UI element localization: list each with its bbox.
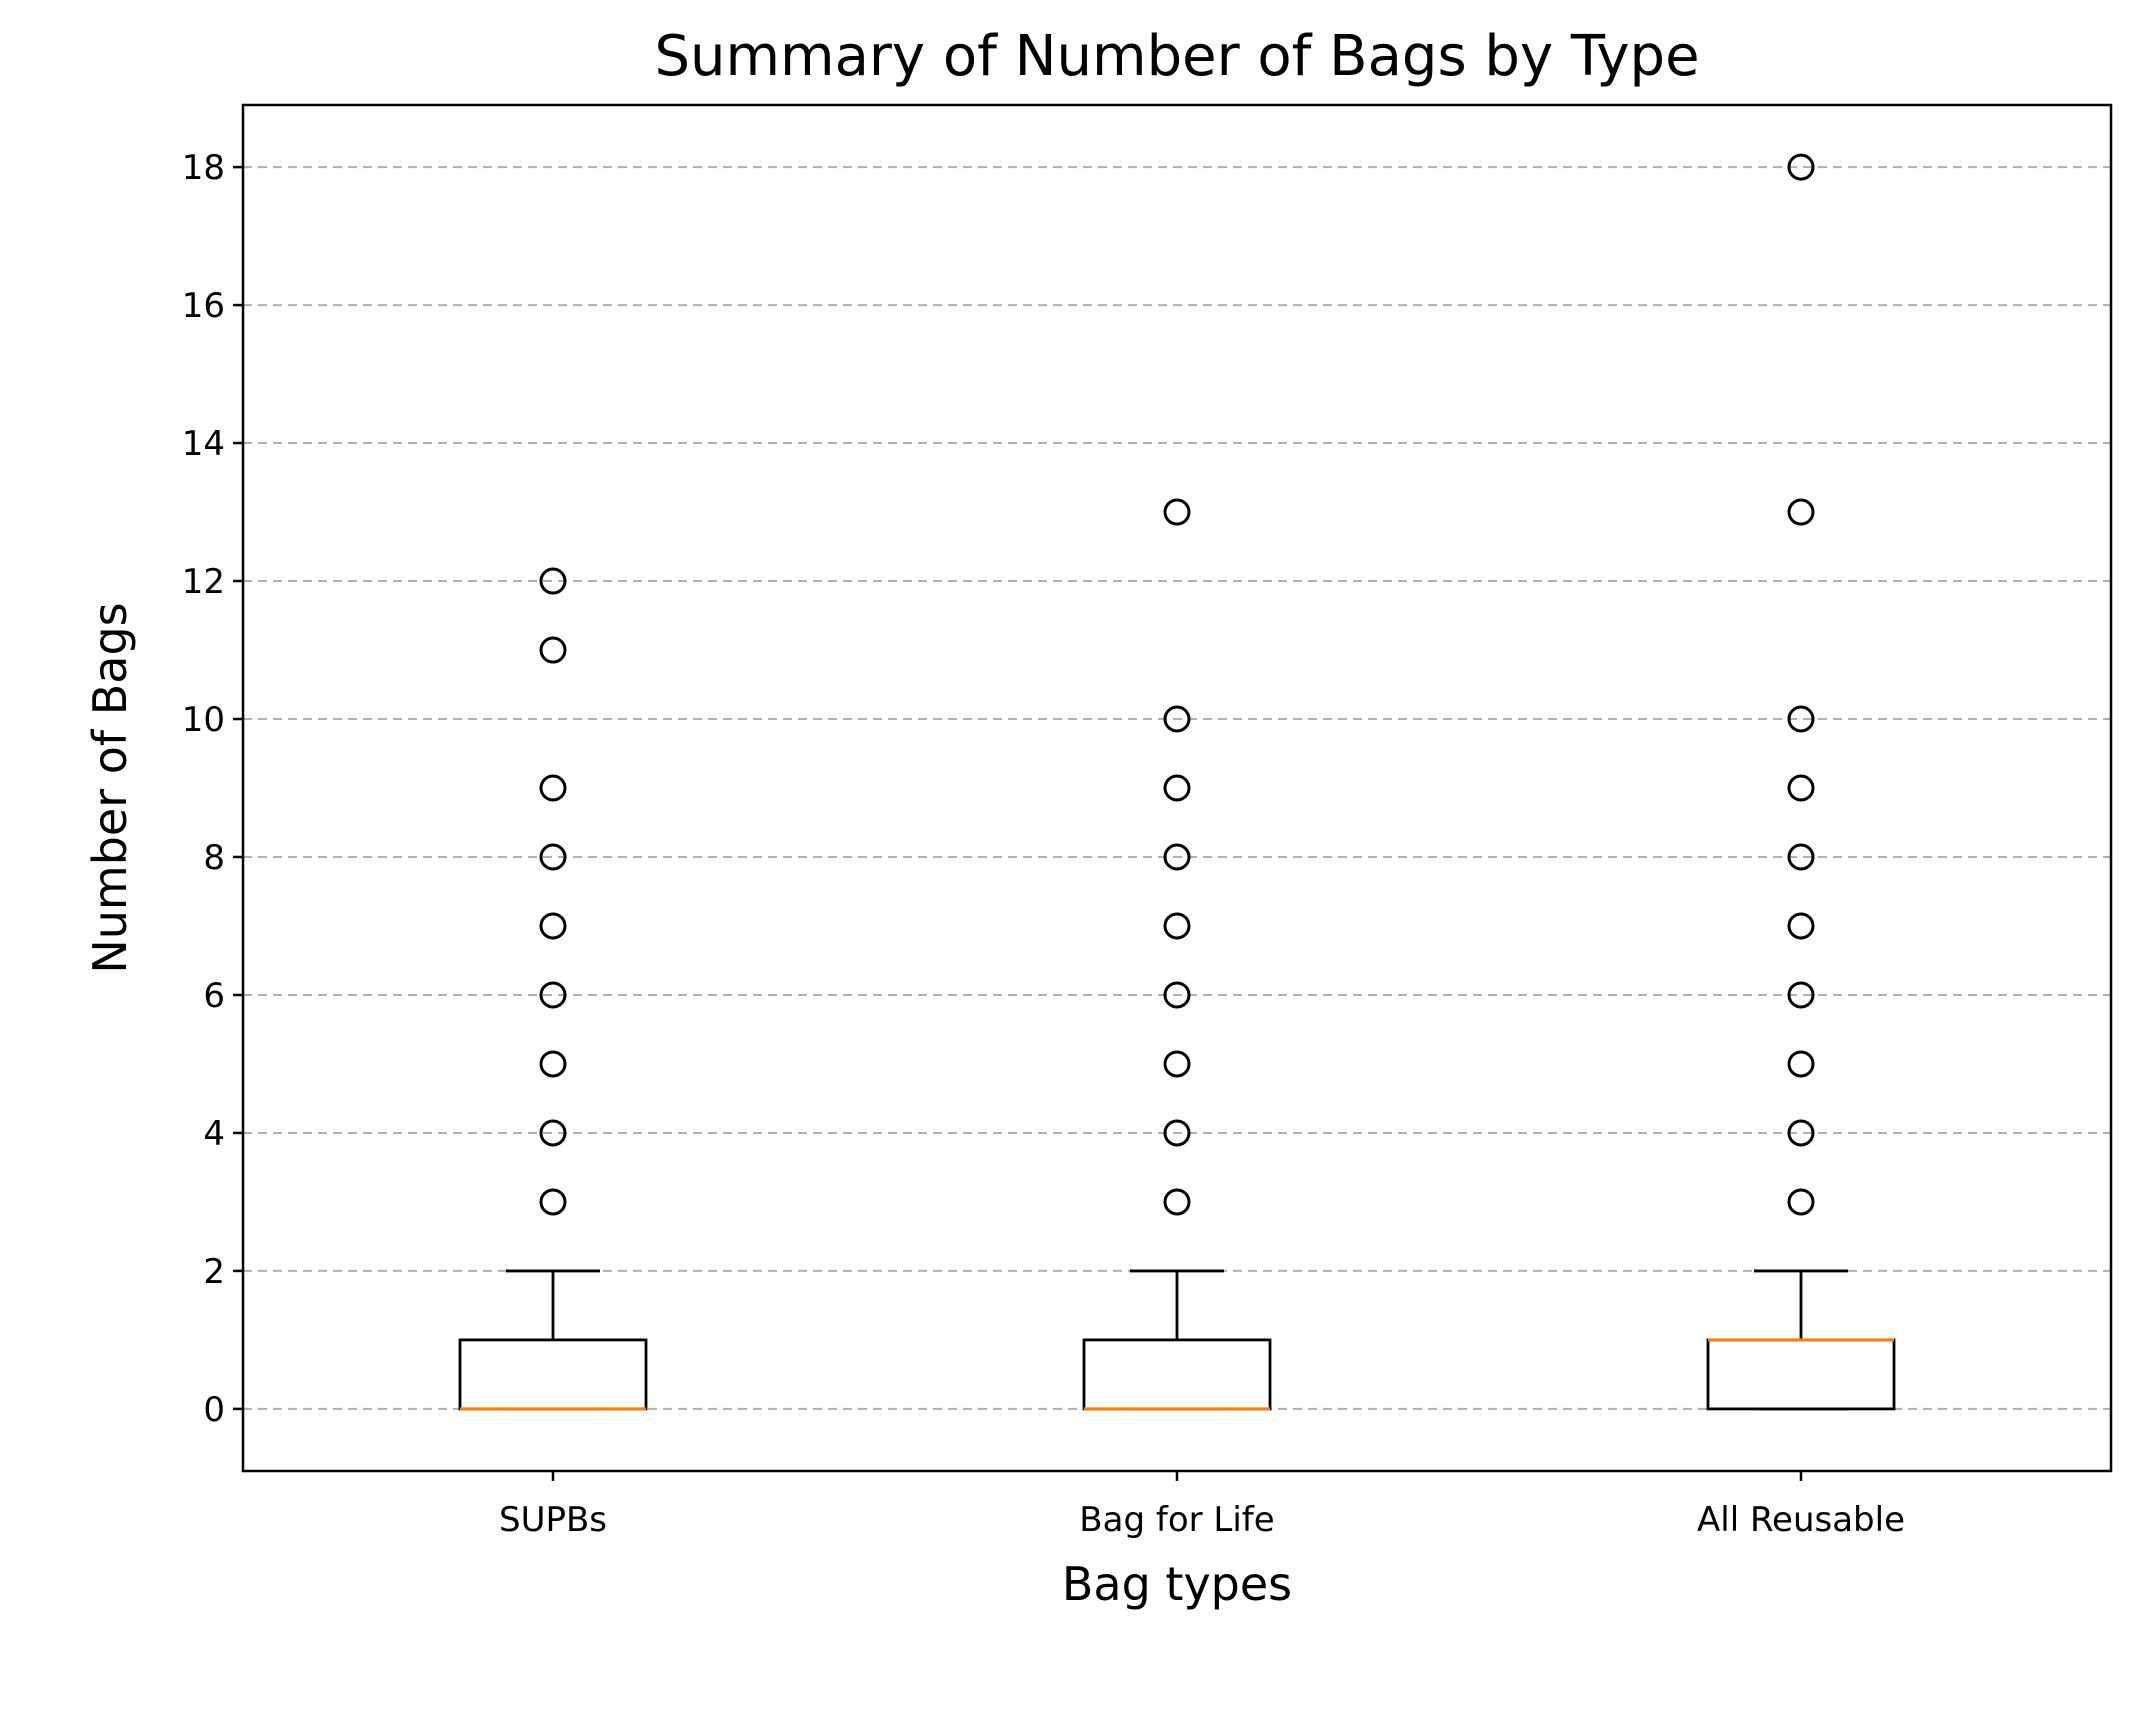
outlier-point [1163,1050,1191,1078]
y-tick-label: 6 [203,976,225,1016]
box-supbs [458,567,648,1411]
outlier-point [539,981,567,1009]
y-tick-label: 4 [203,1114,225,1154]
outlier-point [1787,1188,1815,1216]
x-tick-label: Bag for Life [1079,1500,1274,1540]
y-tick-label: 16 [182,286,225,326]
outlier-point [539,567,567,595]
x-axis-ticks: SUPBs Bag for Life All Reusable [499,1471,1905,1540]
iqr-box [1706,1338,1896,1411]
y-tick-label: 2 [203,1252,225,1292]
outlier-point [539,1050,567,1078]
x-axis-label: Bag types [1062,1557,1292,1611]
outlier-point [1787,774,1815,802]
outlier-point [1163,774,1191,802]
outlier-point [539,1188,567,1216]
y-tick-label: 14 [182,424,225,464]
y-tick-label: 0 [203,1390,225,1430]
y-axis-label: Number of Bags [83,602,137,973]
outlier-point [1787,843,1815,871]
chart-title: Summary of Number of Bags by Type [654,24,1699,89]
outlier-point [1163,981,1191,1009]
plot-frame [241,103,2113,1473]
outlier-point [1163,1188,1191,1216]
box-all-reusable [1706,153,1896,1411]
outlier-point [1787,153,1815,181]
y-tick-label: 8 [203,838,225,878]
y-tick-label: 12 [182,562,225,602]
outlier-point [1787,1119,1815,1147]
x-tick-label: SUPBs [499,1500,607,1540]
outlier-point [1163,705,1191,733]
outlier-point [1787,1050,1815,1078]
outlier-point [1787,705,1815,733]
iqr-box [1082,1338,1272,1411]
outlier-point [1163,843,1191,871]
outlier-point [1163,912,1191,940]
y-tick-label: 18 [182,148,225,188]
y-gridlines [243,166,2111,1410]
outlier-point [539,843,567,871]
box-bag-for-life [1082,498,1272,1411]
y-tick-label: 10 [182,700,225,740]
outlier-point [1163,498,1191,526]
y-axis-ticks: 0 2 4 6 8 10 12 14 16 18 [182,148,243,1430]
x-tick-label: All Reusable [1697,1500,1905,1540]
iqr-box [458,1338,648,1411]
box-series [458,153,1896,1411]
outlier-point [1787,981,1815,1009]
outlier-point [1787,912,1815,940]
outlier-point [539,774,567,802]
outlier-point [539,636,567,664]
outlier-point [1787,498,1815,526]
outlier-point [1163,1119,1191,1147]
outlier-point [539,912,567,940]
outlier-point [539,1119,567,1147]
